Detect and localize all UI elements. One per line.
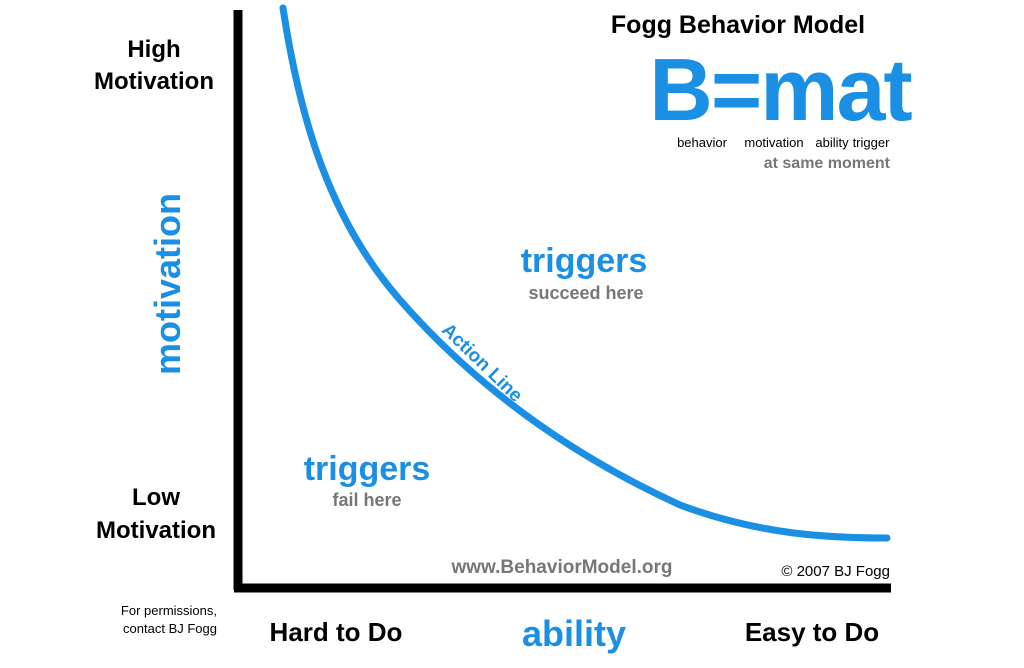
formula-legend: motivation: [744, 135, 803, 150]
x-high-label: Easy to Do: [745, 617, 879, 647]
x-low-label: Hard to Do: [270, 617, 403, 647]
x-axis-label: ability: [522, 613, 626, 654]
url: www.BehaviorModel.org: [451, 557, 673, 578]
copyright: © 2007 BJ Fogg: [781, 563, 890, 580]
formula-legend: trigger: [853, 135, 891, 150]
region-heading: triggers: [521, 242, 648, 280]
region-note: succeed here: [528, 283, 643, 303]
formula-note: at same moment: [764, 155, 891, 172]
y-axis-label: motivation: [147, 193, 188, 375]
action-line: [279, 4, 891, 542]
y-low-label: Low: [132, 484, 180, 511]
y-low-label: Motivation: [96, 517, 216, 544]
formula-legend: behavior: [677, 135, 728, 150]
region-heading: triggers: [304, 450, 431, 488]
y-high-label: High: [127, 36, 180, 63]
region-note: fail here: [332, 490, 401, 510]
y-high-label: Motivation: [94, 68, 214, 95]
permissions: contact BJ Fogg: [123, 621, 217, 636]
formula: B=mat: [649, 40, 912, 139]
formula-legend: ability: [815, 135, 849, 150]
curve-label: Action Line: [437, 320, 526, 407]
permissions: For permissions,: [121, 603, 217, 618]
title: Fogg Behavior Model: [611, 11, 865, 39]
